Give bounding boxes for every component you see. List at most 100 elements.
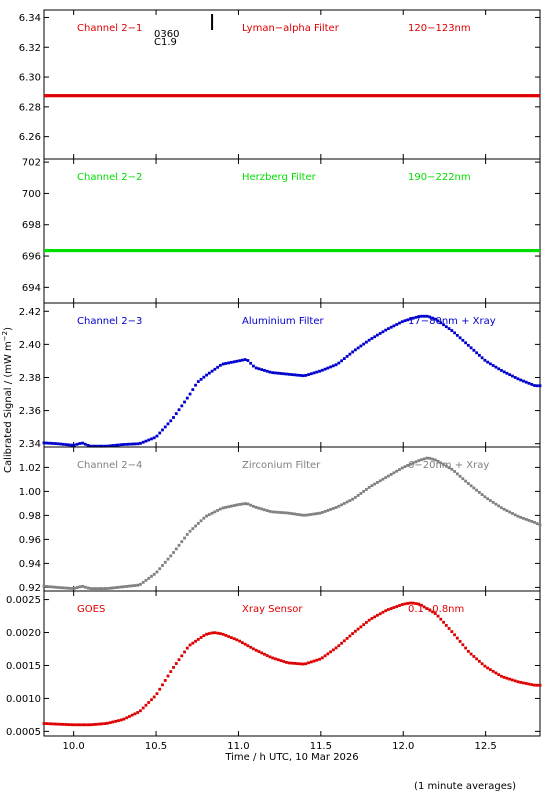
panel-label: Channel 2−1 xyxy=(77,23,142,34)
data-point xyxy=(136,711,140,714)
data-point xyxy=(100,722,104,726)
data-point xyxy=(381,330,385,334)
panel-label: Channel 2−3 xyxy=(77,316,142,327)
data-point xyxy=(420,603,423,607)
data-point xyxy=(144,578,148,582)
y-tick-label: 0.0005 xyxy=(6,727,41,738)
y-tick-label: 2.42 xyxy=(19,307,41,318)
data-point xyxy=(422,314,426,318)
data-point xyxy=(403,319,407,323)
data-point xyxy=(100,444,104,448)
panel-label: Xray Sensor xyxy=(242,604,303,615)
data-point xyxy=(260,651,264,655)
data-point xyxy=(188,529,192,533)
data-point xyxy=(155,570,159,574)
data-point xyxy=(210,631,214,635)
panel-ch4: 0.92 0.94 0.96 0.98 1.00 1.02 Channel 2−4 Zirco… xyxy=(19,446,542,594)
data-point xyxy=(431,316,434,320)
panel-label: Zirconium Filter xyxy=(242,460,321,471)
data-point xyxy=(502,370,506,374)
y-tick-label: 0.0025 xyxy=(6,595,41,606)
data-point xyxy=(409,462,412,466)
data-point xyxy=(301,513,305,517)
data-point xyxy=(293,373,297,377)
data-point xyxy=(241,502,244,506)
data-point xyxy=(403,465,407,469)
data-point xyxy=(48,722,51,726)
data-point xyxy=(161,564,164,567)
data-point xyxy=(345,637,349,640)
data-point xyxy=(130,713,134,717)
data-point xyxy=(271,371,275,375)
data-point xyxy=(114,586,118,590)
data-point xyxy=(530,683,534,686)
data-point xyxy=(307,513,310,517)
data-point xyxy=(232,360,236,364)
data-point xyxy=(535,522,539,526)
data-point xyxy=(329,650,332,654)
data-point xyxy=(111,720,115,724)
data-point xyxy=(387,608,390,611)
data-point xyxy=(359,625,363,629)
data-point xyxy=(309,372,313,376)
data-point xyxy=(309,660,313,664)
series-ch2 xyxy=(44,248,540,253)
series-ch3 xyxy=(42,314,542,448)
data-point xyxy=(92,587,95,590)
data-point xyxy=(257,367,261,371)
y-tick-label: 2.40 xyxy=(19,340,41,351)
y-tick-label: 6.26 xyxy=(19,132,41,143)
data-point xyxy=(370,337,374,340)
data-point xyxy=(196,380,200,383)
data-point xyxy=(97,444,101,448)
data-point xyxy=(535,384,539,388)
data-point xyxy=(414,315,418,319)
data-point xyxy=(326,509,330,512)
data-point xyxy=(411,316,415,320)
data-point xyxy=(180,404,184,408)
panel-label: Herzberg Filter xyxy=(242,172,317,183)
data-point xyxy=(287,661,291,665)
data-point xyxy=(439,461,443,465)
y-axis-title: Calibrated Signal / (mW m−2) xyxy=(1,327,14,473)
data-point xyxy=(494,365,498,369)
data-point xyxy=(312,371,316,375)
data-point xyxy=(505,371,509,375)
panels-layer: 6.26 6.28 6.30 6.32 6.34 Channel 2−1 Lyman−alp… xyxy=(6,9,542,738)
data-point xyxy=(114,443,118,447)
data-point xyxy=(119,443,123,447)
data-point xyxy=(384,609,388,613)
data-point xyxy=(246,502,250,506)
data-point xyxy=(425,314,429,318)
data-point xyxy=(229,360,233,364)
panel-label: Aluminium Filter xyxy=(242,316,325,327)
data-point xyxy=(133,442,137,446)
data-point xyxy=(505,509,509,513)
data-point xyxy=(411,601,415,605)
data-point xyxy=(376,333,379,337)
data-point xyxy=(70,443,73,447)
data-point xyxy=(315,512,319,515)
data-point xyxy=(268,370,272,374)
data-point xyxy=(119,585,123,589)
data-point xyxy=(315,370,319,374)
data-point xyxy=(312,659,316,663)
data-point xyxy=(238,503,242,506)
data-point xyxy=(61,586,65,590)
data-point xyxy=(224,505,228,509)
data-point xyxy=(337,504,341,508)
data-point xyxy=(78,585,82,589)
data-point xyxy=(370,617,374,620)
data-point xyxy=(323,654,327,658)
data-point xyxy=(469,346,473,350)
data-point xyxy=(527,381,531,385)
data-point xyxy=(351,632,355,635)
data-point xyxy=(238,639,242,643)
data-point xyxy=(260,507,264,511)
data-point xyxy=(395,605,399,608)
data-point xyxy=(180,654,184,658)
data-point xyxy=(218,363,222,367)
data-point xyxy=(147,701,151,704)
data-point xyxy=(301,374,305,378)
data-point xyxy=(243,642,247,646)
